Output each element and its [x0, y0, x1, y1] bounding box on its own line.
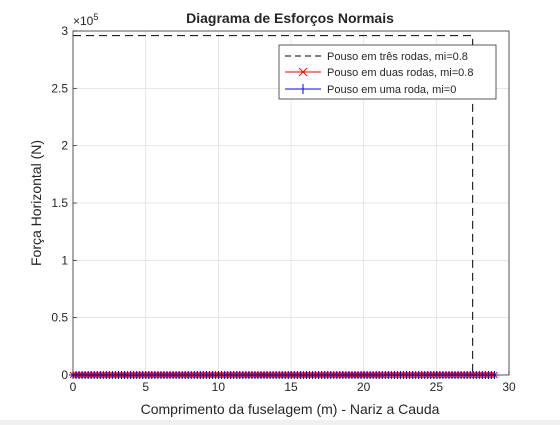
legend-marker-x	[298, 67, 308, 77]
x-tick-label: 25	[430, 380, 444, 394]
x-tick-label: 10	[212, 380, 226, 394]
y-tick-label: 3	[61, 24, 68, 38]
legend-marker-plus	[298, 84, 308, 94]
x-tick-label: 30	[502, 380, 516, 394]
y-tick-label: 1.5	[51, 196, 68, 210]
y-axis-label: Força Horizontal (N)	[28, 140, 44, 266]
x-tick-label: 20	[357, 380, 371, 394]
chart-title: Diagrama de Esforços Normais	[186, 10, 394, 26]
legend-label-uma-roda: Pouso em uma roda, mi=0	[327, 84, 456, 96]
axis-ticks: 0 5 10 15 20 25 30 0 0.5 1 1.5 2 2.5 3	[51, 24, 516, 394]
y-tick-label: 2	[61, 139, 68, 153]
y-tick-label: 1	[61, 253, 68, 267]
x-axis-label: Comprimento da fuselagem (m) - Nariz a C…	[141, 401, 440, 417]
series-line-0	[73, 35, 474, 375]
y-tick-label: 2.5	[51, 81, 68, 95]
y-tick-label: 0	[61, 368, 68, 382]
x-tick-label: 0	[70, 380, 77, 394]
x-tick-label: 5	[142, 380, 149, 394]
x-tick-label: 15	[284, 380, 298, 394]
legend-label-duas-rodas: Pouso em duas rodas, mi=0.8	[327, 67, 473, 79]
legend-label-tres-rodas: Pouso em três rodas, mi=0.8	[327, 51, 468, 63]
y-tick-label: 0.5	[51, 311, 68, 325]
legend: Pouso em três rodas, mi=0.8 Pouso em dua…	[278, 44, 497, 100]
y-exponent-label: ×105	[73, 12, 98, 28]
